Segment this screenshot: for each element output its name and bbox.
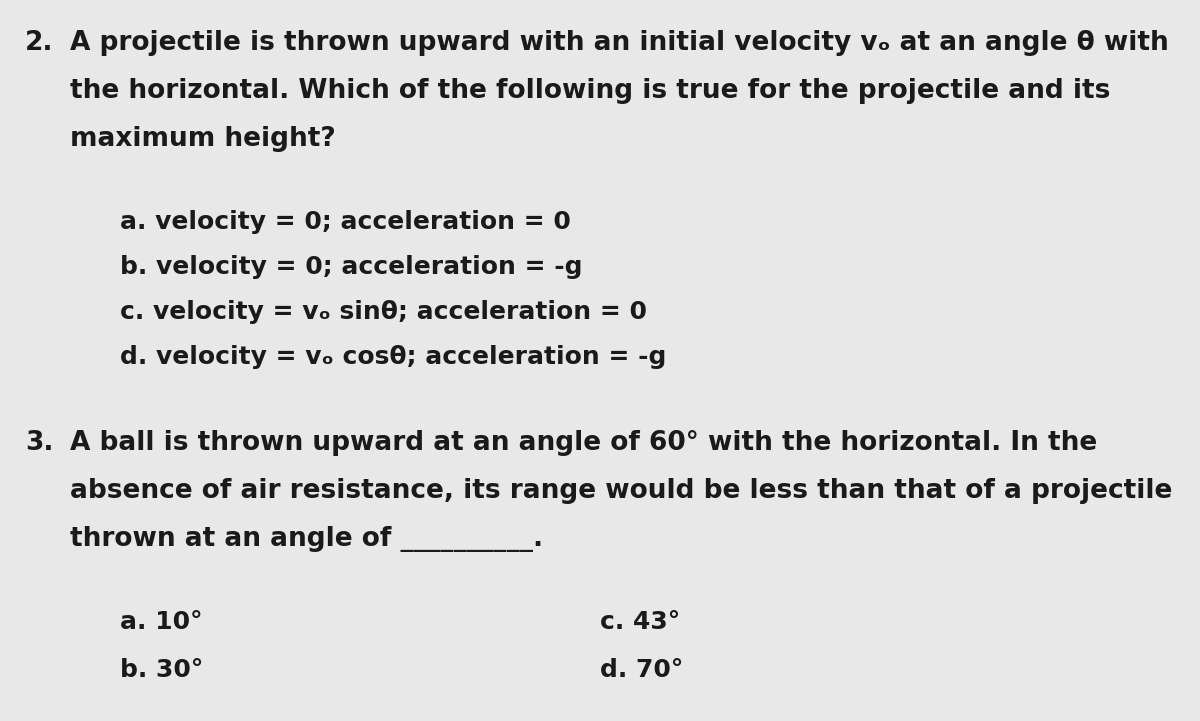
Text: c. 43°: c. 43° (600, 610, 680, 634)
Text: thrown at an angle of __________.: thrown at an angle of __________. (70, 526, 544, 552)
Text: d. velocity = vₒ cosθ; acceleration = -g: d. velocity = vₒ cosθ; acceleration = -g (120, 345, 666, 369)
Text: a. velocity = 0; acceleration = 0: a. velocity = 0; acceleration = 0 (120, 210, 571, 234)
Text: absence of air resistance, its range would be less than that of a projectile: absence of air resistance, its range wou… (70, 478, 1172, 504)
Text: the horizontal. Which of the following is true for the projectile and its: the horizontal. Which of the following i… (70, 78, 1110, 104)
Text: b. velocity = 0; acceleration = -g: b. velocity = 0; acceleration = -g (120, 255, 582, 279)
Text: A projectile is thrown upward with an initial velocity vₒ at an angle θ with: A projectile is thrown upward with an in… (70, 30, 1169, 56)
Text: c. velocity = vₒ sinθ; acceleration = 0: c. velocity = vₒ sinθ; acceleration = 0 (120, 300, 647, 324)
Text: maximum height?: maximum height? (70, 126, 336, 152)
Text: 3.: 3. (25, 430, 54, 456)
Text: 2.: 2. (25, 30, 54, 56)
Text: b. 30°: b. 30° (120, 658, 203, 682)
Text: d. 70°: d. 70° (600, 658, 683, 682)
Text: a. 10°: a. 10° (120, 610, 203, 634)
Text: A ball is thrown upward at an angle of 60° with the horizontal. In the: A ball is thrown upward at an angle of 6… (70, 430, 1097, 456)
